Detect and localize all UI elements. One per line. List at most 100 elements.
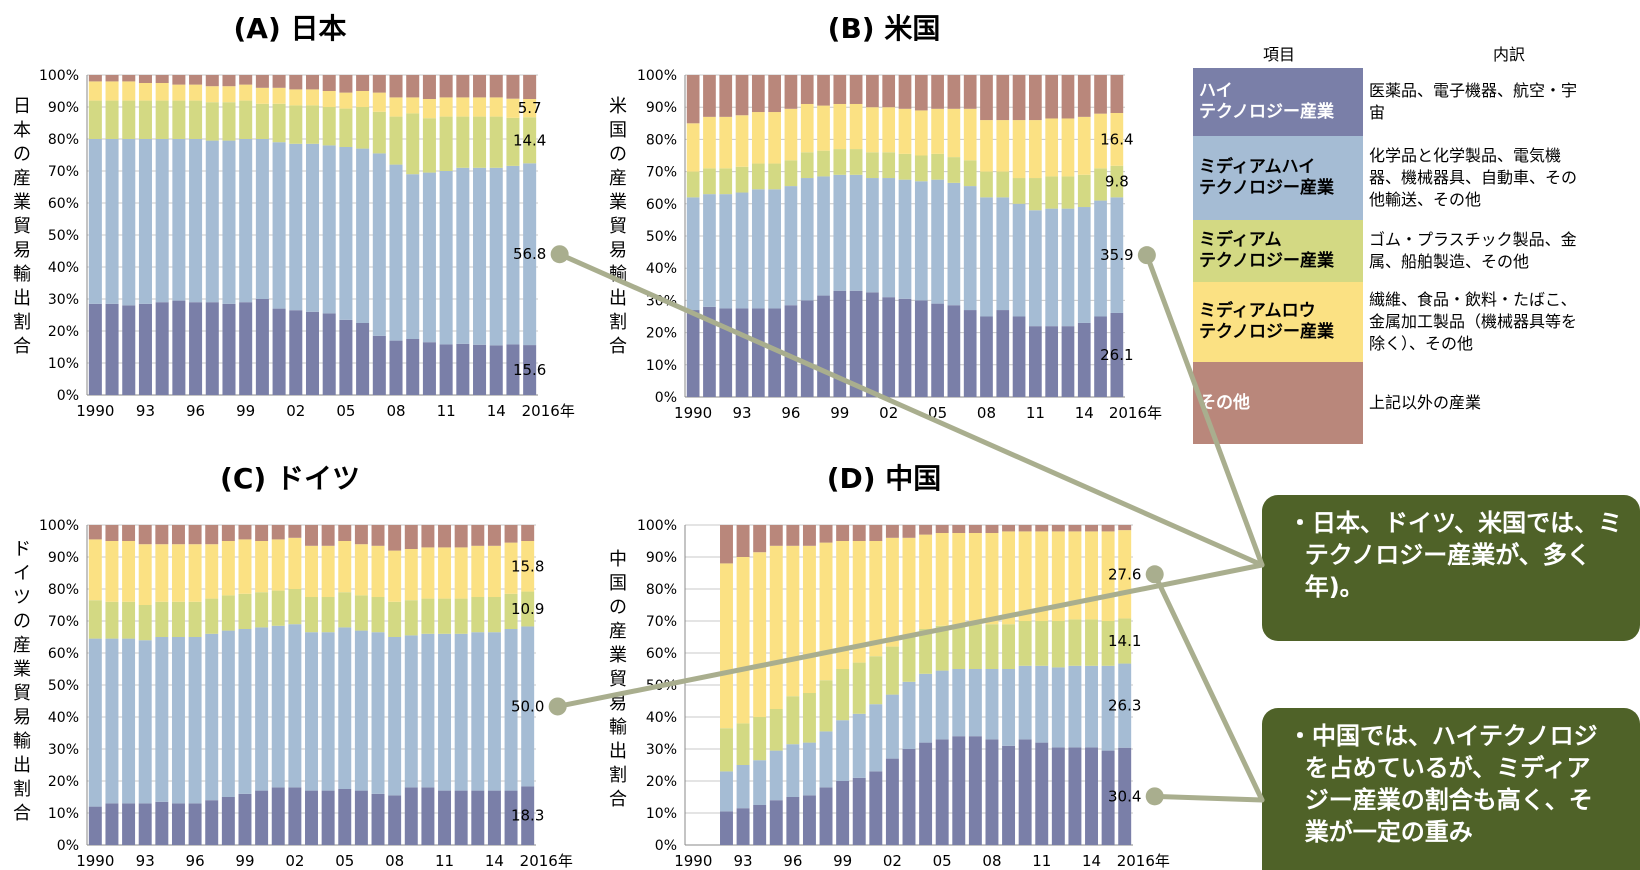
bar-segment-medium_low (882, 107, 896, 153)
bar-segment-medium (122, 601, 136, 639)
bar-segment-medium_high (849, 174, 863, 291)
bar-segment-medium (735, 166, 749, 193)
bar-segment-other (105, 525, 119, 541)
value-label-medium: 14.1 (1108, 632, 1141, 650)
y-tick-label: 40% (48, 260, 79, 276)
bar-segment-other (768, 75, 781, 113)
bar-segment-high (885, 758, 899, 845)
bar-segment-other (919, 525, 933, 535)
bar-segment-medium_high (768, 189, 781, 309)
bar-segment-other (996, 75, 1010, 121)
bar-segment-medium_high (523, 163, 537, 346)
bar-segment-other (952, 525, 966, 533)
bar-segment-other (902, 525, 916, 538)
y-axis-label-char: 合 (13, 336, 31, 357)
bar-segment-medium (703, 168, 716, 195)
bar-segment-medium (255, 103, 269, 139)
bar-segment-medium (686, 171, 700, 198)
bar-segment-medium_low (372, 92, 386, 112)
bar-segment-other (1118, 525, 1132, 531)
x-tick-label: 1990 (76, 852, 114, 870)
bar-segment-medium_low (122, 81, 136, 101)
bar-segment-medium_low (1029, 120, 1042, 179)
x-tick-label: 93 (136, 402, 155, 420)
bar-segment-medium_low (1002, 531, 1016, 625)
legend-header-item: 項目 (1263, 45, 1296, 64)
bar-segment-medium_high (239, 139, 253, 303)
y-tick-label: 70% (48, 614, 79, 630)
bar-segment-medium_high (88, 638, 102, 807)
bar-segment-other (1061, 75, 1075, 119)
legend-row-high: ハイ テクノロジー産業 医薬品、電子機器、航空・宇 宙 (1193, 68, 1640, 136)
legend-breakdown-medium-high: 化学品と化学製品、電気機 器、機械器具、自動車、その 他輸送、その他 (1369, 146, 1578, 209)
bar-segment-medium (980, 171, 993, 198)
y-axis-label-char: 割 (13, 779, 31, 800)
bar-segment-medium_low (931, 108, 944, 154)
bar-segment-medium_high (802, 742, 816, 796)
bar-segment-other (504, 525, 518, 543)
y-tick-label: 100% (39, 518, 79, 534)
y-tick-label: 0% (57, 388, 79, 404)
bar-segment-medium_low (800, 103, 814, 153)
bar-segment-medium (849, 149, 863, 175)
bar-segment-medium_low (963, 108, 977, 161)
y-axis-label-char: 貿 (609, 669, 627, 690)
bar-segment-other (439, 75, 453, 98)
bar-segment-medium_low (489, 97, 503, 117)
bar-segment-medium_high (1018, 665, 1032, 740)
bar-segment-medium_low (1035, 531, 1049, 621)
bar-segment-medium (963, 160, 977, 187)
y-axis-label-char: 輸 (609, 717, 627, 738)
y-tick-label: 80% (48, 582, 79, 598)
bar-segment-high (1101, 750, 1115, 845)
x-tick-label: 02 (879, 404, 898, 422)
bar-segment-other (221, 525, 235, 541)
value-label-medium: 9.8 (1105, 173, 1129, 191)
y-axis-label-char: 産 (609, 168, 627, 189)
bar-segment-medium_low (736, 557, 750, 724)
bar-segment-medium_low (473, 97, 487, 117)
bar-segment-medium (272, 103, 286, 143)
bar-segment-other (882, 75, 896, 108)
bar-segment-high (882, 297, 896, 397)
bar-segment-other (769, 525, 783, 546)
bar-segment-medium_low (338, 541, 352, 593)
bar-segment-high (88, 303, 102, 395)
bar-segment-high (155, 801, 169, 845)
bar-segment-high (902, 749, 916, 845)
bar-segment-medium_low (88, 539, 102, 601)
chart-title: (B) 米国 (828, 12, 941, 45)
bar-segment-medium_high (935, 670, 949, 740)
bar-segment-medium_high (356, 148, 370, 323)
bar-segment-other (1068, 525, 1082, 532)
bar-segment-medium (833, 149, 847, 175)
bar-segment-medium (751, 163, 765, 190)
bar-segment-other (155, 525, 169, 545)
bar-segment-other (849, 75, 863, 104)
bar-segment-other (456, 75, 470, 98)
bar-segment-medium_high (819, 731, 833, 788)
bar-segment-medium (271, 590, 285, 626)
y-tick-label: 30% (48, 292, 79, 308)
value-label-medium_high: 35.9 (1100, 246, 1133, 264)
bar-segment-medium_high (703, 194, 716, 307)
bar-segment-medium_low (205, 544, 219, 599)
bar-segment-high (356, 323, 370, 395)
y-axis-label-char: 貿 (13, 216, 31, 237)
bar-segment-high (489, 345, 503, 395)
bar-segment-medium_low (388, 550, 402, 602)
bar-segment-medium_high (521, 626, 535, 787)
bar-segment-high (389, 340, 403, 395)
bar-segment-high (1045, 326, 1059, 397)
bar-segment-high (802, 795, 816, 845)
bar-segment-medium (819, 680, 833, 732)
bar-segment-high (833, 290, 847, 397)
bar-segment-high (869, 771, 883, 845)
bar-segment-other (885, 525, 899, 538)
bar-segment-other (288, 525, 302, 538)
bar-segment-other (784, 75, 798, 109)
bar-segment-high (1061, 326, 1075, 397)
bar-segment-medium_high (305, 632, 318, 791)
bar-segment-other (404, 525, 418, 549)
legend-category-medium-low: ミディアムロウ テクノロジー産業 (1193, 282, 1363, 362)
